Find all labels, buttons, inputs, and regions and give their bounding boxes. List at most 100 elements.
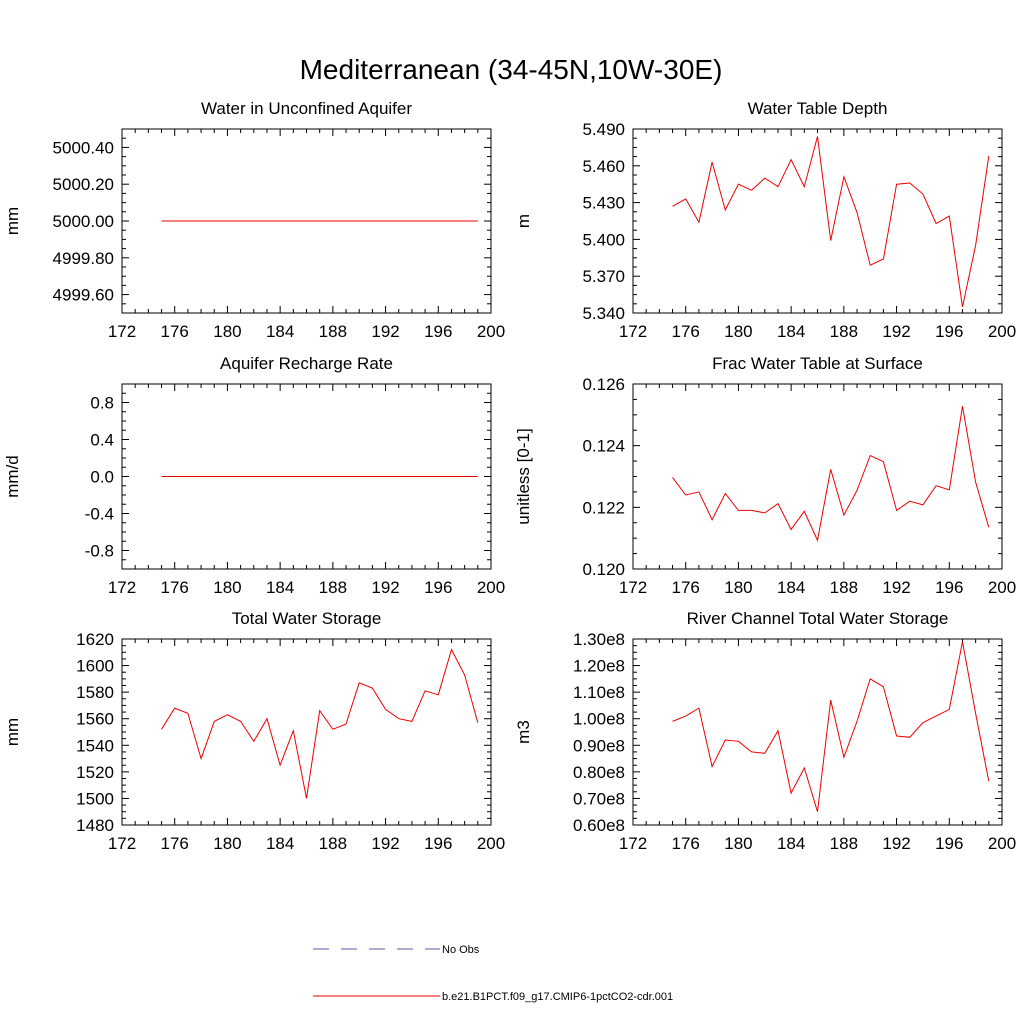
y-tick-label: 1520 bbox=[76, 763, 114, 782]
y-tick-label: 1540 bbox=[76, 736, 114, 755]
panel-3: Aquifer Recharge Rate mm/d 172 176 180 184 188… bbox=[3, 354, 505, 597]
x-tick-label: 180 bbox=[724, 322, 752, 341]
x-tick-label: 192 bbox=[371, 578, 399, 597]
x-tick-label: 196 bbox=[424, 834, 452, 853]
y-tick-label: 1500 bbox=[76, 789, 114, 808]
y-axis-label: mm bbox=[3, 207, 22, 235]
x-tick-label: 196 bbox=[424, 578, 452, 597]
x-tick-label: 200 bbox=[988, 834, 1016, 853]
y-tick-label: 5.400 bbox=[582, 230, 625, 249]
x-tick-label: 188 bbox=[319, 834, 347, 853]
y-tick-label: 0.4 bbox=[90, 431, 114, 450]
y-tick-label: 1480 bbox=[76, 816, 114, 835]
x-tick-label: 196 bbox=[935, 322, 963, 341]
x-tick-label: 180 bbox=[213, 322, 241, 341]
panel-title: Total Water Storage bbox=[232, 609, 382, 628]
y-tick-label: 0.122 bbox=[582, 498, 625, 517]
y-axis-label: m bbox=[514, 214, 533, 228]
y-tick-label: -0.8 bbox=[85, 542, 114, 561]
y-tick-label: 5.430 bbox=[582, 194, 625, 213]
y-tick-label: 5000.00 bbox=[53, 212, 114, 231]
x-tick-label: 184 bbox=[266, 834, 294, 853]
y-tick-label: 1560 bbox=[76, 710, 114, 729]
x-tick-label: 184 bbox=[777, 322, 805, 341]
series-line bbox=[161, 648, 479, 799]
x-tick-label: 184 bbox=[777, 578, 805, 597]
series-line bbox=[672, 406, 990, 542]
x-tick-label: 192 bbox=[882, 578, 910, 597]
y-tick-label: 1600 bbox=[76, 657, 114, 676]
x-tick-label: 188 bbox=[319, 322, 347, 341]
y-tick-label: 1.00e8 bbox=[573, 710, 625, 729]
x-tick-label: 196 bbox=[424, 322, 452, 341]
y-tick-label: 5.340 bbox=[582, 304, 625, 323]
x-tick-label: 176 bbox=[672, 578, 700, 597]
x-tick-label: 172 bbox=[108, 322, 136, 341]
x-tick-label: 192 bbox=[882, 322, 910, 341]
x-tick-label: 196 bbox=[935, 578, 963, 597]
x-tick-label: 192 bbox=[371, 322, 399, 341]
x-tick-label: 200 bbox=[988, 578, 1016, 597]
x-tick-label: 192 bbox=[882, 834, 910, 853]
y-tick-label: 1.20e8 bbox=[573, 657, 625, 676]
panel-title: Aquifer Recharge Rate bbox=[220, 354, 393, 373]
x-tick-label: 192 bbox=[371, 834, 399, 853]
panels: Water in Unconfined Aquifer mm 172 176 180 18… bbox=[3, 99, 1016, 853]
x-tick-label: 184 bbox=[266, 578, 294, 597]
x-tick-label: 180 bbox=[213, 578, 241, 597]
x-tick-label: 184 bbox=[266, 322, 294, 341]
x-tick-label: 184 bbox=[777, 834, 805, 853]
x-tick-label: 200 bbox=[988, 322, 1016, 341]
plot-frame bbox=[632, 128, 1003, 314]
x-tick-label: 196 bbox=[935, 834, 963, 853]
y-tick-label: 0.90e8 bbox=[573, 736, 625, 755]
panel-1: Water in Unconfined Aquifer mm 172 176 180 18… bbox=[3, 99, 505, 341]
x-tick-label: 172 bbox=[619, 578, 647, 597]
panel-2: Water Table Depth m 172 176 180 184 188 192 196 2… bbox=[514, 99, 1016, 341]
x-tick-label: 172 bbox=[619, 834, 647, 853]
x-tick-label: 200 bbox=[477, 578, 505, 597]
panel-4: Frac Water Table at Surface unitless [0-1… bbox=[514, 354, 1016, 597]
panel-6: River Channel Total Water Storage m3 172 17… bbox=[514, 609, 1016, 853]
x-tick-label: 176 bbox=[672, 322, 700, 341]
y-tick-label: 1.30e8 bbox=[573, 630, 625, 649]
x-tick-label: 200 bbox=[477, 834, 505, 853]
series-line bbox=[672, 641, 990, 812]
plot-frame bbox=[632, 638, 1003, 826]
x-tick-label: 176 bbox=[161, 834, 189, 853]
y-tick-label: -0.4 bbox=[85, 505, 114, 524]
y-tick-label: 0.70e8 bbox=[573, 789, 625, 808]
y-axis-label: mm/d bbox=[3, 455, 22, 498]
y-tick-label: 4999.60 bbox=[53, 286, 114, 305]
y-tick-label: 5.370 bbox=[582, 267, 625, 286]
y-tick-label: 0.60e8 bbox=[573, 816, 625, 835]
x-tick-label: 172 bbox=[108, 578, 136, 597]
legend-label-no-obs: No Obs bbox=[442, 944, 480, 956]
x-tick-label: 180 bbox=[724, 834, 752, 853]
series-line bbox=[672, 136, 990, 308]
x-tick-label: 172 bbox=[108, 834, 136, 853]
y-tick-label: 5.490 bbox=[582, 120, 625, 139]
x-tick-label: 188 bbox=[830, 322, 858, 341]
x-tick-label: 200 bbox=[477, 322, 505, 341]
y-axis-label: m3 bbox=[514, 720, 533, 744]
y-tick-label: 4999.80 bbox=[53, 249, 114, 268]
x-tick-label: 176 bbox=[161, 322, 189, 341]
y-axis-label: mm bbox=[3, 718, 22, 746]
y-tick-label: 0.8 bbox=[90, 394, 114, 413]
x-tick-label: 176 bbox=[161, 578, 189, 597]
figure-title: Mediterranean (34-45N,10W-30E) bbox=[300, 54, 723, 85]
x-tick-label: 172 bbox=[619, 322, 647, 341]
y-tick-label: 0.126 bbox=[582, 375, 625, 394]
x-tick-label: 188 bbox=[830, 834, 858, 853]
x-tick-label: 180 bbox=[724, 578, 752, 597]
y-tick-label: 0.0 bbox=[90, 468, 114, 487]
y-tick-label: 1580 bbox=[76, 683, 114, 702]
legend: No Obs b.e21.B1PCT.f09_g17.CMIP6-1pctCO2… bbox=[313, 944, 673, 1003]
x-tick-label: 180 bbox=[213, 834, 241, 853]
y-tick-label: 5.460 bbox=[582, 157, 625, 176]
legend-label-model: b.e21.B1PCT.f09_g17.CMIP6-1pctCO2-cdr.00… bbox=[442, 991, 673, 1003]
panel-title: Water in Unconfined Aquifer bbox=[201, 99, 412, 118]
panel-title: River Channel Total Water Storage bbox=[687, 609, 949, 628]
y-tick-label: 0.120 bbox=[582, 560, 625, 579]
